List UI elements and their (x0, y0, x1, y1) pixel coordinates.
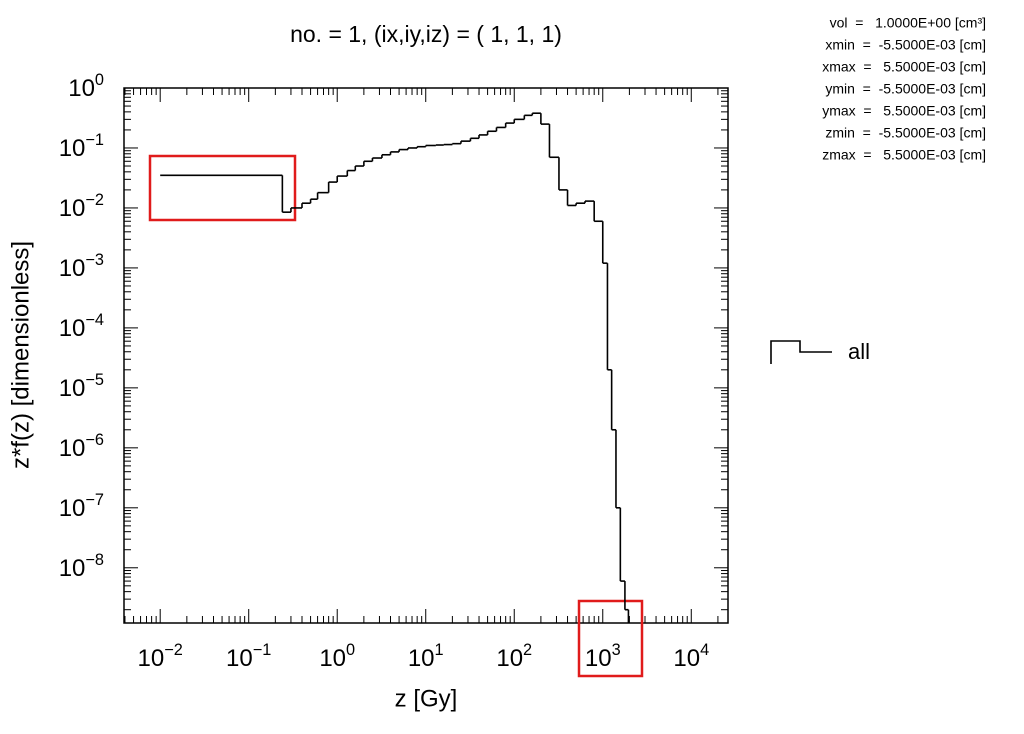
legend-symbol (770, 340, 832, 364)
x-tick-label: 101 (408, 641, 444, 672)
x-tick-label: 104 (673, 641, 709, 672)
x-tick-label: 103 (585, 641, 621, 672)
y-tick-label: 100 (68, 71, 104, 102)
x-tick-label: 100 (319, 641, 355, 672)
y-tick-label: 10−1 (59, 131, 104, 162)
x-tick-label: 10−2 (138, 641, 183, 672)
y-tick-label: 10−7 (59, 491, 104, 522)
info-line: ymax = 5.5000E-03 [cm] (822, 103, 986, 119)
info-line: xmax = 5.5000E-03 [cm] (822, 59, 986, 75)
y-tick-label: 10−5 (59, 371, 104, 402)
info-line: vol = 1.0000E+00 [cm³] (830, 15, 986, 31)
highlight-box (148, 154, 297, 222)
y-tick-label: 10−3 (59, 251, 104, 282)
y-tick-label: 10−4 (59, 311, 104, 342)
info-line: ymin = -5.5000E-03 [cm] (825, 81, 986, 97)
plot-frame (123, 87, 729, 624)
x-axis-label: z [Gy] (395, 685, 458, 712)
legend-label: all (848, 339, 870, 364)
y-tick-label: 10−8 (59, 551, 104, 582)
info-line: zmin = -5.5000E-03 [cm] (825, 125, 986, 141)
chart-title: no. = 1, (ix,iy,iz) = ( 1, 1, 1) (290, 21, 562, 47)
info-line: xmin = -5.5000E-03 [cm] (825, 37, 986, 53)
x-tick-label: 10−1 (226, 641, 271, 672)
y-tick-label: 10−2 (59, 191, 104, 222)
info-line: zmax = 5.5000E-03 [cm] (822, 147, 986, 163)
x-tick-label: 102 (496, 641, 532, 672)
y-tick-label: 10−6 (59, 431, 104, 462)
y-axis-label: z*f(z) [dimensionless] (7, 241, 34, 469)
highlight-box (577, 599, 644, 678)
